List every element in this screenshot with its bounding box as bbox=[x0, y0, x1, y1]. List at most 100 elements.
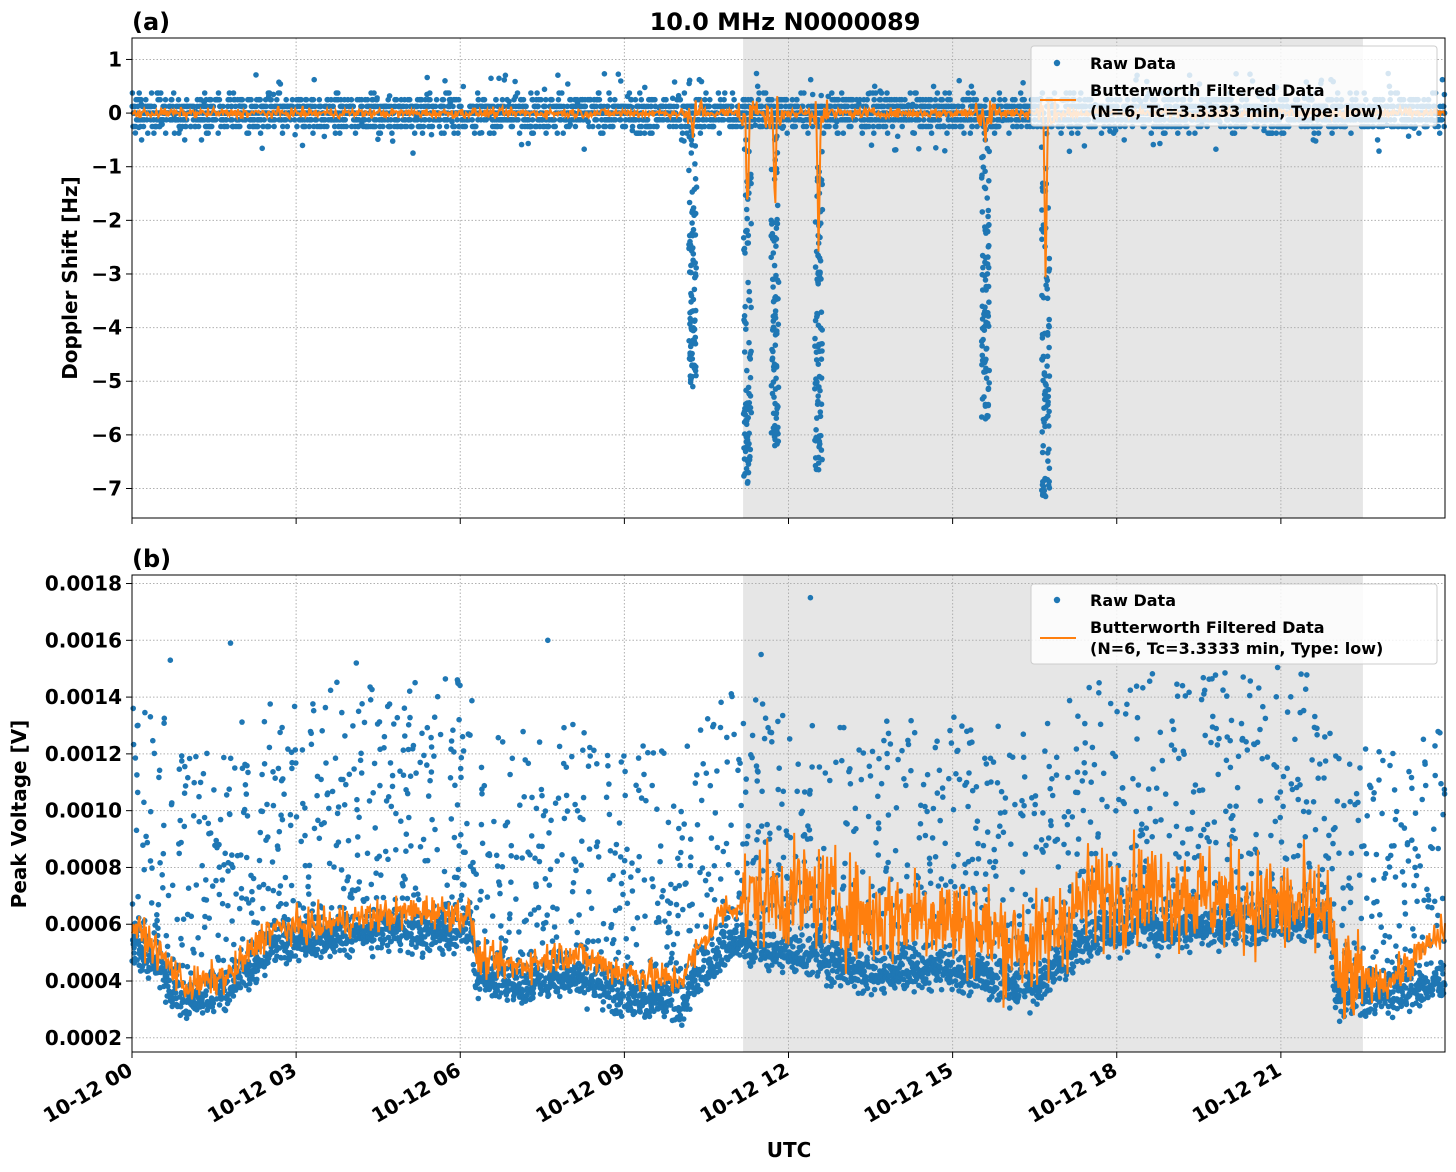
raw-point bbox=[380, 123, 386, 130]
raw-point bbox=[814, 379, 820, 385]
raw-point bbox=[1039, 331, 1046, 338]
raw-point bbox=[815, 466, 822, 473]
raw-point bbox=[257, 96, 264, 103]
raw-point bbox=[195, 123, 202, 130]
raw-point bbox=[352, 130, 359, 136]
raw-point bbox=[342, 117, 349, 123]
raw-point bbox=[473, 123, 479, 130]
raw-point bbox=[285, 916, 292, 923]
raw-point bbox=[982, 259, 988, 266]
raw-point bbox=[279, 816, 286, 823]
raw-point bbox=[729, 90, 736, 96]
raw-point bbox=[242, 782, 249, 788]
raw-point bbox=[183, 123, 189, 130]
raw-point bbox=[773, 219, 779, 226]
raw-point bbox=[197, 779, 204, 786]
raw-point bbox=[871, 83, 878, 90]
raw-point bbox=[149, 865, 155, 871]
raw-point bbox=[772, 342, 779, 349]
raw-point bbox=[443, 123, 450, 130]
raw-point bbox=[986, 380, 992, 386]
raw-point bbox=[254, 920, 260, 926]
raw-point bbox=[1021, 96, 1027, 103]
raw-point bbox=[245, 130, 252, 136]
raw-point bbox=[693, 265, 699, 271]
raw-point bbox=[642, 84, 648, 91]
raw-point bbox=[310, 96, 317, 103]
raw-point bbox=[1175, 130, 1181, 136]
raw-point bbox=[641, 130, 648, 136]
raw-point bbox=[302, 832, 308, 839]
raw-point bbox=[690, 251, 697, 257]
raw-point bbox=[440, 96, 447, 103]
raw-point bbox=[290, 897, 297, 904]
raw-point bbox=[298, 838, 305, 845]
raw-point bbox=[322, 704, 329, 711]
raw-point bbox=[237, 123, 243, 130]
raw-point bbox=[818, 92, 824, 99]
raw-point bbox=[283, 901, 289, 907]
raw-point bbox=[163, 932, 170, 939]
raw-point bbox=[689, 220, 695, 226]
raw-point bbox=[809, 91, 816, 98]
raw-point bbox=[280, 776, 286, 782]
raw-point bbox=[177, 817, 183, 824]
raw-point bbox=[1075, 130, 1081, 136]
raw-point bbox=[262, 972, 268, 979]
raw-point bbox=[451, 123, 458, 130]
raw-point bbox=[690, 296, 697, 303]
raw-point bbox=[1046, 408, 1052, 415]
raw-point bbox=[774, 277, 781, 283]
raw-point bbox=[748, 304, 754, 311]
raw-point bbox=[967, 130, 974, 136]
raw-point bbox=[913, 90, 919, 96]
raw-point bbox=[997, 96, 1003, 103]
raw-point bbox=[747, 374, 754, 381]
raw-point bbox=[1441, 123, 1447, 130]
raw-point bbox=[276, 90, 283, 96]
raw-point bbox=[979, 172, 985, 178]
raw-point bbox=[239, 895, 245, 901]
raw-point bbox=[243, 791, 250, 797]
raw-point bbox=[530, 130, 537, 136]
raw-point bbox=[819, 456, 825, 463]
raw-point bbox=[151, 750, 158, 757]
raw-point bbox=[449, 118, 455, 125]
raw-point bbox=[748, 220, 754, 227]
raw-point bbox=[191, 779, 197, 786]
raw-point bbox=[250, 875, 257, 882]
raw-point bbox=[161, 720, 167, 726]
raw-point bbox=[1044, 353, 1051, 360]
raw-point bbox=[703, 90, 709, 96]
raw-point bbox=[745, 384, 752, 391]
raw-point bbox=[816, 384, 822, 390]
raw-point bbox=[455, 130, 461, 136]
raw-point bbox=[160, 885, 166, 891]
raw-point bbox=[171, 130, 178, 136]
raw-point bbox=[1081, 143, 1088, 149]
raw-point bbox=[442, 78, 448, 84]
raw-point bbox=[331, 123, 338, 130]
raw-point bbox=[318, 954, 324, 961]
raw-point bbox=[207, 830, 214, 836]
raw-point bbox=[769, 235, 776, 242]
raw-point bbox=[145, 975, 152, 981]
raw-point bbox=[272, 775, 279, 781]
raw-point bbox=[403, 103, 410, 110]
raw-point bbox=[260, 123, 266, 130]
raw-point bbox=[277, 81, 284, 87]
raw-point bbox=[920, 117, 927, 123]
raw-point bbox=[337, 130, 343, 136]
raw-point bbox=[266, 744, 273, 751]
raw-point bbox=[233, 891, 239, 897]
raw-point bbox=[253, 976, 260, 983]
raw-point bbox=[697, 130, 704, 136]
raw-point bbox=[502, 72, 509, 79]
raw-point bbox=[582, 103, 589, 110]
raw-point bbox=[871, 130, 877, 136]
raw-point bbox=[249, 888, 255, 895]
raw-point bbox=[770, 313, 777, 320]
raw-point bbox=[292, 747, 299, 753]
raw-point bbox=[420, 123, 427, 130]
